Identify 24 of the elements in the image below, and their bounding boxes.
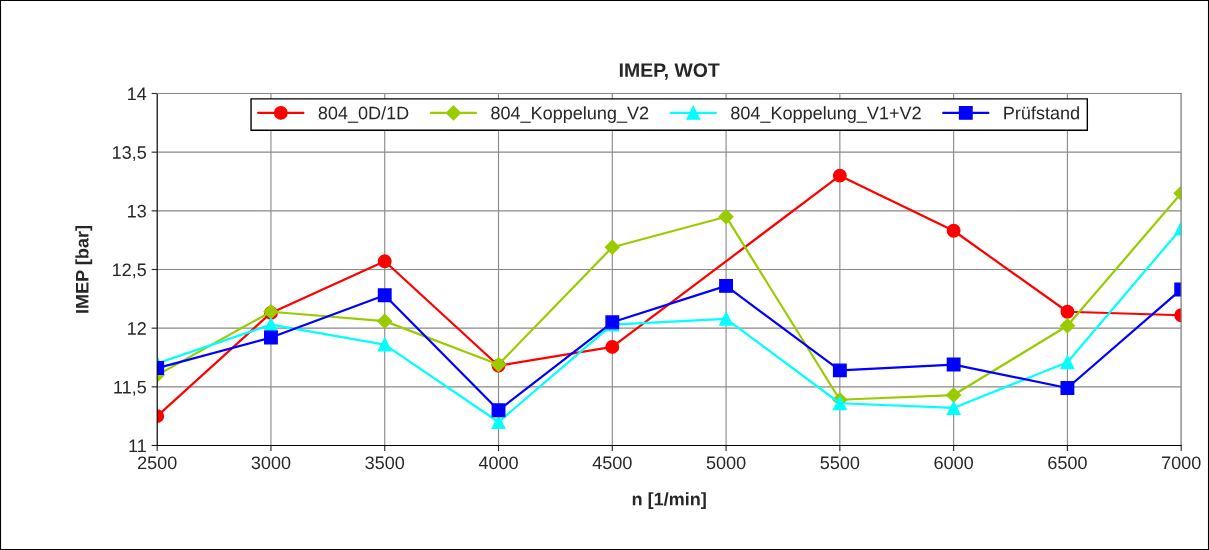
x-tick-label: 3500 (365, 456, 405, 470)
y-tick-label: 13,5 (112, 146, 146, 162)
x-tick-label: 5000 (706, 456, 746, 470)
x-axis-title: n [1/min] (632, 492, 706, 510)
y-axis-title: IMEP [bar] (75, 226, 93, 313)
legend-label: 804_0D/1D (318, 106, 409, 123)
x-tick-label: 4000 (478, 456, 518, 470)
x-tick-label: 5500 (820, 456, 860, 470)
y-tick-label: 14 (128, 87, 147, 101)
y-tick-label: 11,5 (114, 380, 146, 396)
legend-label: 804_Koppelung_V1+V2 (731, 106, 921, 123)
x-tick-label: 4500 (592, 456, 632, 470)
y-tick-label: 11 (129, 439, 146, 453)
legend-label: Prüfstand (1004, 106, 1079, 120)
y-tick-label: 12,5 (112, 263, 146, 279)
chart-title: IMEP, WOT (619, 63, 720, 80)
x-tick-label: 6500 (1048, 456, 1087, 470)
x-tick-label: 6000 (934, 456, 974, 470)
legend-label: 804_Koppelung_V2 (491, 106, 649, 123)
x-tick-label: 3000 (251, 456, 291, 470)
x-tick-label: 7000 (1162, 456, 1201, 470)
y-tick-label: 13 (128, 204, 146, 218)
y-tick-label: 12 (128, 322, 146, 335)
x-tick-label: 2500 (138, 456, 177, 470)
